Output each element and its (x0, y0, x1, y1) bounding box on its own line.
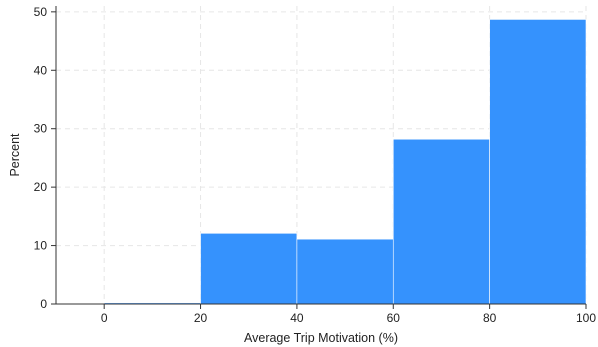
y-tick-label: 40 (34, 63, 48, 77)
x-tick-label: 20 (194, 311, 208, 325)
bars (103, 19, 587, 305)
histogram-bar (392, 138, 490, 305)
tick-labels: 0 20 40 60 80 100 0 10 20 30 40 50 (34, 5, 597, 325)
x-tick-label: 80 (483, 311, 497, 325)
x-tick-label: 100 (576, 311, 596, 325)
y-tick-label: 0 (40, 297, 47, 311)
histogram-bar (489, 19, 587, 305)
axes (51, 6, 587, 309)
x-tick-label: 60 (387, 311, 401, 325)
histogram-bar (200, 232, 298, 305)
x-axis-title: Average Trip Motivation (%) (244, 331, 398, 345)
x-tick-label: 40 (290, 311, 304, 325)
y-tick-label: 10 (34, 239, 48, 253)
y-tick-label: 30 (34, 122, 48, 136)
y-axis-title: Percent (8, 133, 22, 177)
y-tick-label: 20 (34, 180, 48, 194)
y-tick-label: 50 (34, 5, 48, 19)
x-tick-label: 0 (101, 311, 108, 325)
histogram-bar (296, 238, 394, 305)
